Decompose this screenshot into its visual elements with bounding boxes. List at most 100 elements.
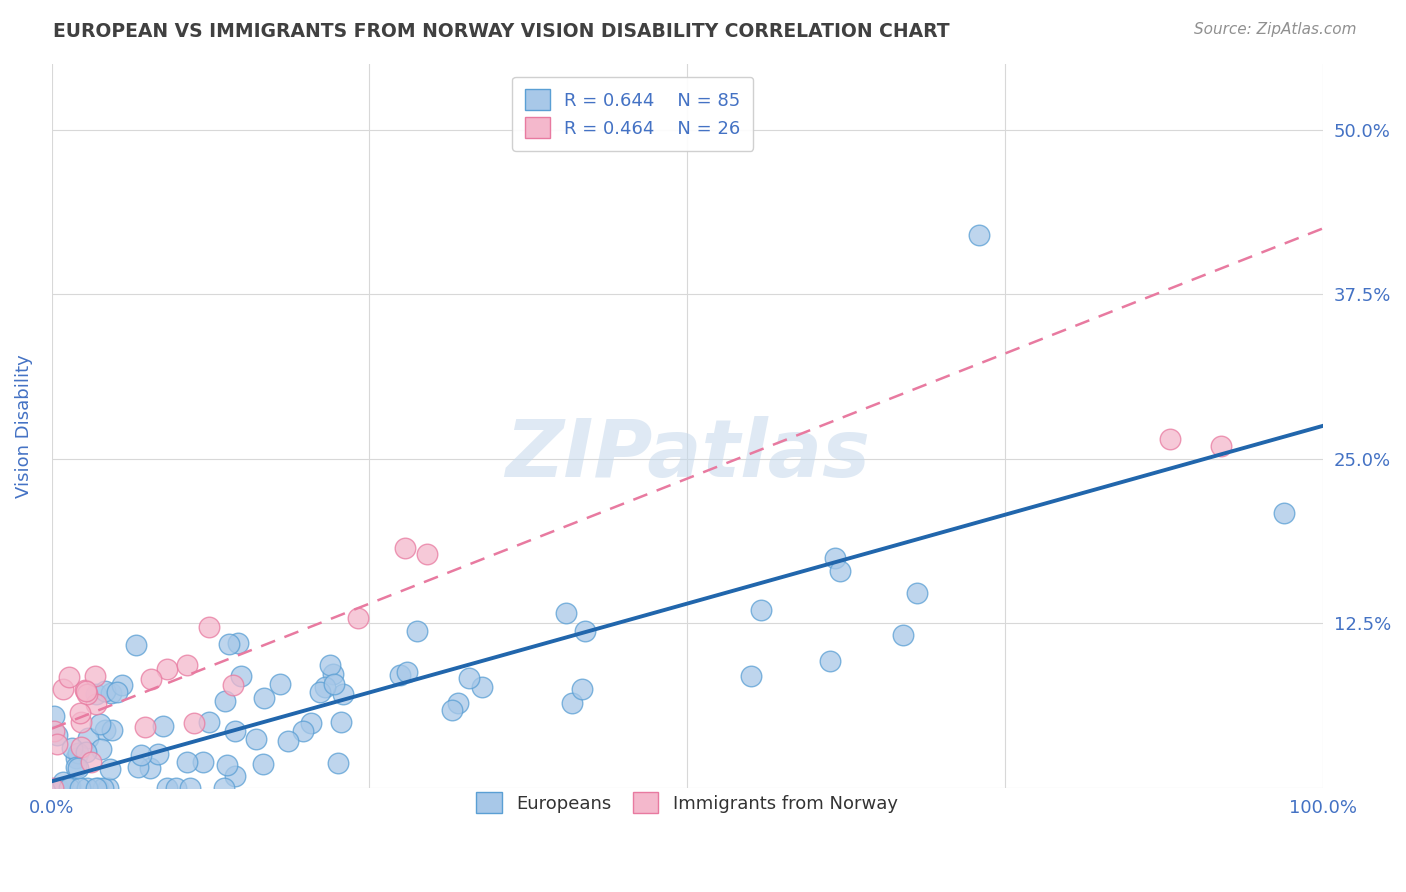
- Point: [1209, 439, 1232, 453]
- Point: [69, 706, 91, 720]
- Point: [217, 757, 239, 772]
- Point: [156, 780, 179, 795]
- Point: [84, 697, 107, 711]
- Point: [1274, 507, 1296, 521]
- Point: [66, 760, 89, 774]
- Point: [555, 606, 578, 620]
- Point: [91, 780, 114, 795]
- Point: [183, 716, 205, 731]
- Point: [245, 732, 267, 747]
- Point: [253, 690, 276, 705]
- Point: [828, 564, 851, 578]
- Point: [76, 687, 98, 701]
- Point: [176, 658, 198, 673]
- Y-axis label: Vision Disability: Vision Disability: [15, 354, 32, 498]
- Point: [101, 723, 124, 738]
- Point: [127, 760, 149, 774]
- Point: [80, 755, 103, 769]
- Point: [42, 724, 65, 739]
- Point: [134, 720, 156, 734]
- Point: [322, 667, 344, 681]
- Point: [198, 620, 221, 634]
- Point: [969, 228, 991, 243]
- Point: [139, 761, 162, 775]
- Point: [93, 723, 115, 737]
- Point: [65, 751, 87, 765]
- Point: [94, 684, 117, 698]
- Point: [318, 657, 340, 672]
- Point: [224, 769, 246, 783]
- Point: [388, 668, 411, 682]
- Text: ZIPatlas: ZIPatlas: [505, 416, 870, 494]
- Point: [66, 746, 89, 760]
- Point: [59, 779, 82, 793]
- Text: Source: ZipAtlas.com: Source: ZipAtlas.com: [1194, 22, 1357, 37]
- Point: [105, 685, 128, 699]
- Point: [46, 780, 69, 795]
- Point: [299, 716, 322, 731]
- Point: [291, 723, 314, 738]
- Point: [45, 737, 67, 751]
- Point: [111, 678, 134, 692]
- Point: [84, 687, 107, 701]
- Point: [574, 624, 596, 639]
- Point: [314, 680, 336, 694]
- Point: [65, 759, 87, 773]
- Point: [198, 715, 221, 730]
- Point: [131, 748, 153, 763]
- Point: [76, 780, 98, 795]
- Point: [471, 680, 494, 694]
- Point: [70, 714, 93, 729]
- Point: [42, 709, 65, 723]
- Point: [214, 694, 236, 708]
- Point: [224, 723, 246, 738]
- Point: [329, 714, 352, 729]
- Point: [146, 747, 169, 762]
- Point: [52, 775, 75, 789]
- Point: [740, 668, 762, 682]
- Point: [561, 696, 583, 710]
- Text: EUROPEAN VS IMMIGRANTS FROM NORWAY VISION DISABILITY CORRELATION CHART: EUROPEAN VS IMMIGRANTS FROM NORWAY VISIO…: [53, 22, 950, 41]
- Point: [58, 780, 80, 795]
- Point: [76, 745, 98, 759]
- Point: [226, 636, 249, 650]
- Point: [458, 671, 481, 685]
- Point: [571, 682, 593, 697]
- Point: [84, 669, 107, 683]
- Point: [749, 602, 772, 616]
- Point: [820, 654, 842, 668]
- Point: [97, 780, 120, 795]
- Point: [179, 780, 201, 795]
- Point: [98, 762, 121, 776]
- Point: [347, 610, 370, 624]
- Point: [326, 756, 349, 771]
- Point: [60, 741, 83, 756]
- Point: [447, 696, 470, 710]
- Point: [152, 719, 174, 733]
- Legend: Europeans, Immigrants from Norway: Europeans, Immigrants from Norway: [464, 780, 911, 826]
- Point: [416, 547, 439, 561]
- Point: [221, 678, 243, 692]
- Point: [84, 780, 107, 795]
- Point: [905, 586, 928, 600]
- Point: [139, 672, 162, 686]
- Point: [156, 662, 179, 676]
- Point: [212, 780, 235, 795]
- Point: [394, 541, 416, 555]
- Point: [332, 688, 354, 702]
- Point: [269, 677, 291, 691]
- Point: [277, 734, 299, 748]
- Point: [90, 741, 112, 756]
- Point: [46, 780, 69, 795]
- Point: [165, 780, 187, 795]
- Point: [89, 717, 111, 731]
- Point: [309, 685, 332, 699]
- Point: [46, 728, 69, 742]
- Point: [441, 703, 464, 717]
- Point: [58, 670, 80, 684]
- Point: [75, 682, 97, 697]
- Point: [323, 676, 346, 690]
- Point: [191, 755, 214, 769]
- Point: [252, 757, 274, 772]
- Point: [395, 665, 418, 679]
